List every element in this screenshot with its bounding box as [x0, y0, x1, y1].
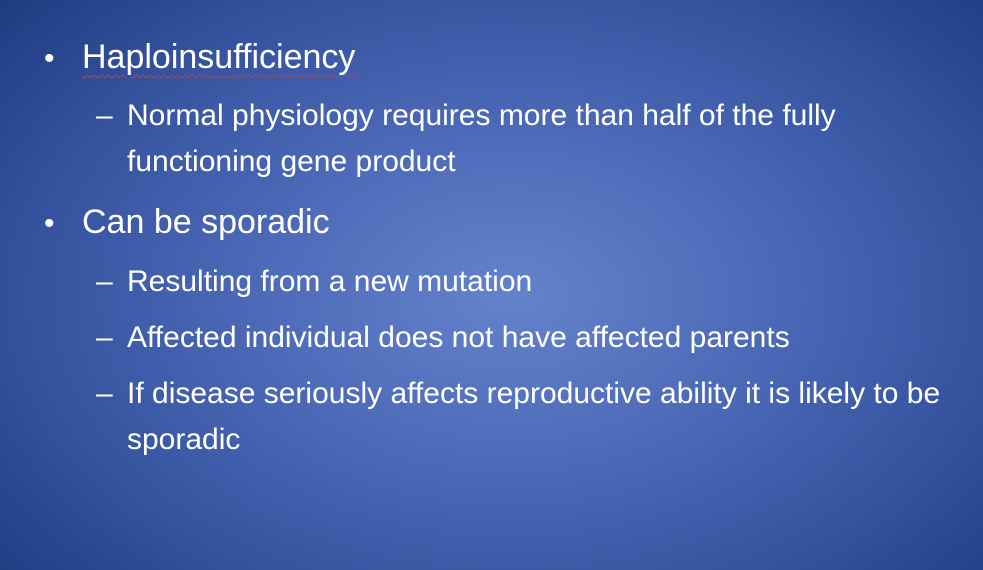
sub-bullet-text: Normal physiology requires more than hal… — [127, 99, 836, 178]
bullet-text: Can be sporadic — [82, 203, 330, 241]
sub-bullet-text: If disease seriously affects reproductiv… — [127, 377, 941, 456]
bullet-item: • Can be sporadic — [44, 201, 330, 245]
sub-bullet-marker: – — [96, 265, 113, 298]
sub-bullet-item: – If disease seriously affects reproduct… — [96, 371, 946, 463]
sub-bullet-item: – Resulting from a new mutation — [96, 259, 946, 305]
sub-bullet-text: Resulting from a new mutation — [127, 265, 533, 298]
sub-bullet-item: – Affected individual does not have affe… — [96, 315, 946, 361]
sub-bullet-marker: – — [96, 99, 113, 132]
sub-bullet-marker: – — [96, 321, 113, 354]
bullet-text: Haploinsufficiency — [82, 38, 356, 76]
sub-bullet-marker: – — [96, 377, 113, 410]
sub-bullet-item: – Normal physiology requires more than h… — [96, 93, 946, 185]
bullet-item: • Haploinsufficiency — [44, 36, 355, 80]
sub-bullet-text: Affected individual does not have affect… — [127, 321, 790, 354]
bullet-marker: • — [44, 42, 55, 75]
bullet-marker: • — [44, 207, 55, 240]
